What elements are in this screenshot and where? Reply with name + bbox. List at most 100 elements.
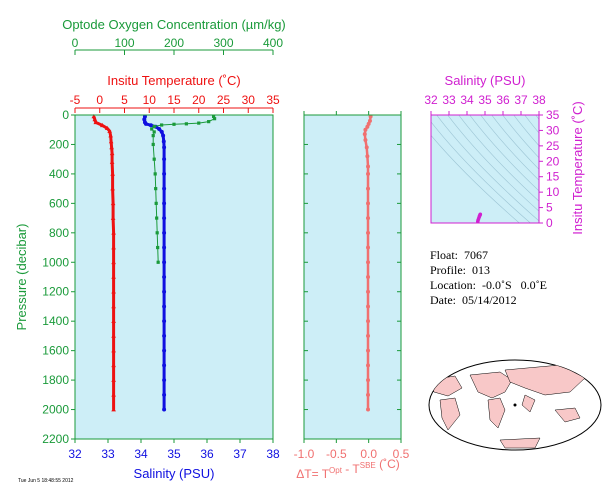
ts-salinity-tick-label: 33 xyxy=(442,93,456,107)
density-contour xyxy=(469,115,539,192)
salinity-point xyxy=(162,230,167,235)
dt-point xyxy=(366,201,371,206)
oxygen-tick-label: 200 xyxy=(164,36,184,50)
temperature-tick-label: 35 xyxy=(266,93,280,107)
temperature-point xyxy=(111,333,116,338)
temperature-point xyxy=(111,303,116,309)
dt-tick-label: 0.0 xyxy=(360,447,377,461)
pressure-tick-label: 2000 xyxy=(42,403,69,417)
dt-point xyxy=(364,145,369,150)
oxygen-tick-label: 300 xyxy=(213,36,233,50)
temperature-tick-label: 15 xyxy=(167,93,181,107)
ts-temperature-tick-label: 30 xyxy=(546,123,560,137)
salinity-point xyxy=(162,348,167,353)
density-contour xyxy=(491,115,539,170)
salinity-point xyxy=(162,363,167,368)
float-value: 7067 xyxy=(464,248,489,262)
ts-salinity-tick-label: 36 xyxy=(496,93,510,107)
dt-axis-label: ΔT= TOpt - TSBE (˚C) xyxy=(296,457,400,481)
oxygen-point xyxy=(172,122,176,126)
dt-point xyxy=(366,319,371,324)
land-shape xyxy=(439,397,461,431)
dt-point xyxy=(366,260,371,265)
dt-point xyxy=(366,407,371,412)
pressure-tick-label: 1600 xyxy=(42,344,69,358)
temperature-point xyxy=(111,392,116,397)
date-value: 05/14/2012 xyxy=(462,293,517,307)
series-dt xyxy=(362,114,373,412)
temperature-point xyxy=(111,289,116,294)
dt-point xyxy=(366,392,371,397)
oxygen-point xyxy=(207,120,211,124)
temperature-tick-label: 20 xyxy=(192,93,206,107)
salinity-point xyxy=(162,289,167,294)
temperature-point xyxy=(111,348,116,353)
salinity-point xyxy=(161,133,166,138)
pressure-tick-label: 1800 xyxy=(42,373,69,387)
temperature-point xyxy=(111,245,116,250)
temperature-point xyxy=(104,125,110,131)
profile-label: Profile: xyxy=(430,263,466,277)
oxygen-point xyxy=(184,122,188,126)
ts-salinity-axis-label: Salinity (PSU) xyxy=(445,73,526,88)
salinity-axis-label: Salinity (PSU) xyxy=(134,466,215,481)
ts-temperature-tick-label: 5 xyxy=(546,201,553,215)
salinity-point xyxy=(162,216,167,221)
pressure-tick-label: 1400 xyxy=(42,314,69,328)
ts-salinity-tick-label: 37 xyxy=(514,93,528,107)
temperature-point xyxy=(93,119,99,125)
oxygen-axis-label: Optode Oxygen Concentration (µm/kg) xyxy=(62,17,286,32)
temperature-point xyxy=(108,139,114,144)
salinity-point xyxy=(162,201,167,206)
temperature-point xyxy=(111,407,116,412)
temperature-point xyxy=(111,274,116,279)
pressure-tick-label: 400 xyxy=(49,167,69,181)
oxygen-tick-label: 100 xyxy=(114,36,134,50)
temperature-point xyxy=(110,200,116,206)
salinity-tick-label: 38 xyxy=(266,447,280,461)
temperature-point xyxy=(109,159,115,164)
location-label: Location: xyxy=(430,278,476,292)
pressure-tick-label: 1000 xyxy=(42,255,69,269)
delta-t-panel-background xyxy=(304,115,401,439)
pressure-tick-label: 600 xyxy=(49,196,69,210)
dt-point xyxy=(365,154,370,159)
dt-point xyxy=(366,171,371,176)
dt-tick-label: 0.5 xyxy=(393,447,410,461)
density-contour xyxy=(458,115,539,202)
dt-point xyxy=(366,363,371,368)
oxygen-tick-label: 0 xyxy=(72,36,79,50)
dt-point xyxy=(366,245,371,250)
temperature-point xyxy=(92,116,98,122)
salinity-tick-label: 37 xyxy=(233,447,247,461)
temperature-point xyxy=(109,150,115,156)
dt-tick-label: -1.0 xyxy=(294,447,315,461)
land-shape xyxy=(554,407,581,423)
salinity-tick-label: 35 xyxy=(167,447,181,461)
pressure-axis-label: Pressure (decibar) xyxy=(14,224,29,331)
salinity-point xyxy=(161,139,166,144)
land-shape xyxy=(487,397,506,429)
oxygen-point xyxy=(156,260,160,264)
oxygen-point xyxy=(155,231,159,235)
temperature-point xyxy=(99,122,105,128)
dt-point xyxy=(366,348,371,353)
temperature-axis-label: Insitu Temperature (˚C) xyxy=(107,73,240,88)
location-value: -0.0˚S 0.0˚E xyxy=(481,278,547,292)
world-map xyxy=(428,359,602,451)
series-oxygen xyxy=(150,114,217,264)
oxygen-point xyxy=(160,123,164,127)
ts-salinity-tick-label: 38 xyxy=(532,93,546,107)
profile-value: 013 xyxy=(472,263,490,277)
density-contour xyxy=(502,115,539,159)
oxygen-tick-label: 400 xyxy=(263,36,283,50)
temperature-tick-label: -5 xyxy=(70,93,81,107)
timestamp-stamp: Tue Jun 5 18:48:55 2012 xyxy=(18,478,74,484)
land-shape xyxy=(499,437,541,449)
dt-point xyxy=(366,289,371,294)
dt-point xyxy=(363,138,368,143)
temperature-point xyxy=(111,230,116,235)
oxygen-point xyxy=(152,124,156,129)
salinity-point xyxy=(162,407,167,412)
temperature-point xyxy=(107,128,112,133)
